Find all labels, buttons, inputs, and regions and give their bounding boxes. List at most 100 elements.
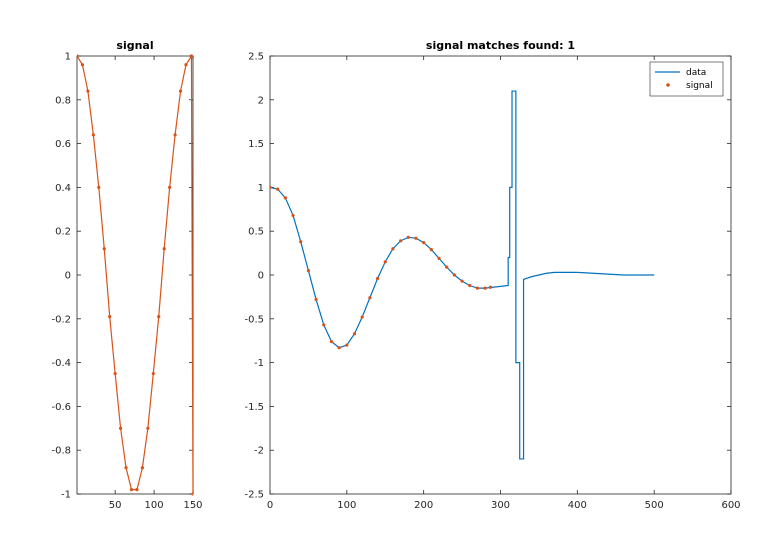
series-point bbox=[306, 269, 311, 273]
series-point bbox=[460, 279, 464, 283]
series-point bbox=[352, 332, 357, 336]
legend-box bbox=[649, 61, 724, 97]
series-point bbox=[291, 213, 295, 218]
series-point bbox=[329, 339, 334, 344]
y-tick-label: 1.5 bbox=[248, 139, 264, 150]
series-point bbox=[391, 247, 395, 251]
y-tick-label: 0.8 bbox=[55, 95, 71, 106]
series-point bbox=[77, 54, 79, 58]
x-tick-label: 200 bbox=[414, 500, 433, 511]
legend-label: signal bbox=[686, 81, 713, 91]
series-point bbox=[429, 247, 433, 252]
y-tick-label: 0.2 bbox=[55, 227, 71, 238]
axes-box bbox=[269, 55, 732, 495]
x-tick-label: 100 bbox=[145, 500, 164, 511]
series-signal bbox=[77, 54, 193, 496]
y-tick-label: 0 bbox=[258, 271, 264, 282]
legend: data signal bbox=[649, 61, 724, 97]
x-tick-label: 500 bbox=[645, 500, 664, 511]
legend-label: data bbox=[686, 68, 706, 78]
series-point bbox=[475, 286, 480, 290]
series-point bbox=[157, 315, 161, 319]
series-point bbox=[184, 63, 188, 67]
x-tick-label: 300 bbox=[491, 500, 510, 511]
series-point bbox=[108, 315, 112, 319]
x-tick-label: 150 bbox=[183, 500, 202, 511]
y-tick-label: -1 bbox=[61, 490, 71, 501]
series-point bbox=[189, 54, 193, 58]
series-data bbox=[270, 90, 655, 460]
series-point bbox=[124, 466, 128, 470]
y-tick-label: -2.5 bbox=[244, 490, 264, 501]
series-point bbox=[135, 488, 139, 492]
series-point bbox=[337, 346, 341, 350]
y-tick-label: 0.5 bbox=[248, 227, 264, 238]
y-tick-label: 1 bbox=[65, 52, 71, 63]
x-tick-label: 400 bbox=[568, 500, 587, 511]
series-point bbox=[173, 133, 177, 137]
series-point bbox=[168, 185, 172, 189]
y-tick-label: -2 bbox=[254, 446, 264, 457]
series-point bbox=[322, 323, 326, 327]
series-point bbox=[80, 63, 85, 67]
y-tick-label: -0.5 bbox=[244, 314, 264, 325]
series-point bbox=[86, 89, 90, 93]
y-tick-label: 0.4 bbox=[55, 183, 71, 194]
series-point bbox=[383, 260, 387, 264]
y-tick-label: -0.2 bbox=[51, 314, 71, 325]
series-point bbox=[299, 240, 303, 244]
series-point bbox=[276, 187, 280, 191]
y-tick-label: 0 bbox=[65, 271, 71, 282]
series-point bbox=[113, 371, 117, 376]
y-tick-label: -0.6 bbox=[51, 402, 71, 413]
series-point bbox=[483, 286, 487, 290]
series-point bbox=[445, 265, 449, 269]
series-point bbox=[91, 133, 95, 137]
y-tick-label: 0.6 bbox=[55, 139, 71, 150]
series-line bbox=[270, 90, 655, 460]
series-point bbox=[360, 315, 364, 319]
series-point bbox=[129, 488, 134, 492]
series-point bbox=[406, 235, 410, 239]
series-point bbox=[468, 283, 472, 288]
plot-area bbox=[270, 90, 655, 460]
x-tick-label: 100 bbox=[337, 500, 356, 511]
series-point bbox=[414, 236, 418, 240]
series-point bbox=[437, 256, 441, 260]
series-point bbox=[102, 247, 106, 251]
y-tick-label: 2.5 bbox=[248, 52, 264, 63]
series-point bbox=[140, 466, 144, 470]
series-point bbox=[146, 426, 150, 430]
series-point bbox=[375, 276, 380, 281]
series-point bbox=[270, 185, 272, 189]
x-tick-label: 0 bbox=[267, 500, 273, 511]
x-tick-label: 600 bbox=[721, 500, 740, 511]
series-point bbox=[151, 371, 155, 376]
series-point bbox=[314, 297, 318, 302]
axes-signal-matches: 0 100 200 300 400 500 600 -2.5 -2 -1.5 -1 -0.5 0 0.5 1… bbox=[244, 39, 740, 511]
y-tick-label: -1 bbox=[254, 358, 264, 369]
chart-title: signal matches found: 1 bbox=[426, 39, 575, 52]
series-signal bbox=[270, 185, 493, 350]
chart-title: signal bbox=[116, 39, 153, 52]
series-point bbox=[345, 343, 349, 347]
series-point bbox=[399, 239, 403, 243]
y-tick-label: -0.4 bbox=[51, 358, 71, 369]
series-point bbox=[488, 285, 493, 289]
series-point bbox=[118, 426, 123, 430]
y-tick-label: -0.8 bbox=[51, 446, 71, 457]
series-point bbox=[283, 196, 287, 200]
y-tick-label: -1.5 bbox=[244, 402, 264, 413]
legend-dot-swatch bbox=[666, 83, 670, 87]
plot-area bbox=[77, 54, 193, 496]
series-point bbox=[452, 273, 456, 277]
y-tick-label: 1 bbox=[258, 183, 264, 194]
series-point bbox=[368, 296, 372, 300]
series-point bbox=[162, 247, 166, 251]
axes-box bbox=[76, 55, 194, 495]
y-tick-label: 2 bbox=[258, 95, 264, 106]
series-point bbox=[97, 185, 101, 189]
x-tick-label: 50 bbox=[109, 500, 122, 511]
series-point bbox=[422, 240, 426, 245]
